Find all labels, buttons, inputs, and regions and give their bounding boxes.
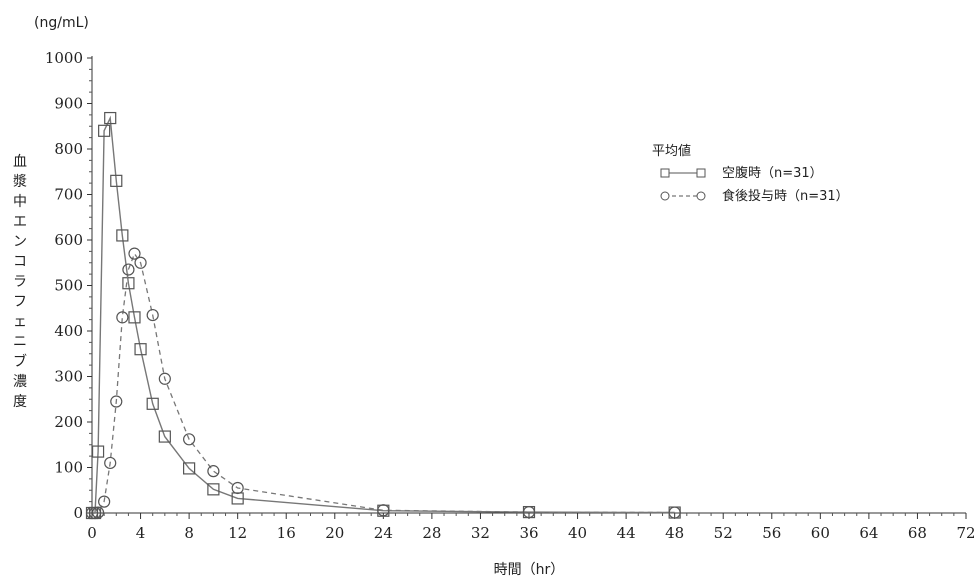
x-tick-label: 68: [908, 524, 927, 542]
x-tick-label: 24: [374, 524, 393, 542]
x-tick-label: 52: [714, 524, 733, 542]
y-tick-label: 0: [73, 504, 83, 522]
y-tick-label: 300: [54, 368, 83, 386]
x-tick-label: 4: [136, 524, 146, 542]
data-point-square: [158, 430, 171, 443]
data-point-square: [116, 229, 129, 242]
legend-title: 平均値: [652, 143, 691, 159]
data-point-square: [128, 311, 141, 324]
y-tick-label: 500: [54, 277, 83, 295]
data-point-circle: [128, 247, 141, 260]
x-tick-label: 40: [568, 524, 587, 542]
data-point-square: [122, 277, 135, 290]
data-point-circle: [104, 456, 117, 470]
data-point-square: [183, 462, 196, 475]
x-tick-label: 16: [277, 524, 296, 542]
y-tick-label: 400: [54, 322, 83, 340]
y-tick-label: 900: [54, 95, 83, 113]
y-tick-label: 200: [54, 413, 83, 431]
x-tick-label: 20: [325, 524, 344, 542]
series-line: [92, 252, 675, 514]
data-point-circle: [207, 465, 220, 478]
data-point-square: [104, 111, 117, 125]
data-point-circle: [98, 495, 111, 508]
data-point-circle: [231, 481, 244, 495]
y-tick-label: 800: [54, 140, 83, 158]
data-point-circle: [377, 504, 390, 517]
y-tick-label: 700: [54, 186, 83, 204]
series-fasted: [85, 111, 681, 520]
x-tick-label: 56: [762, 524, 781, 542]
data-point-circle: [146, 308, 159, 322]
x-tick-label: 0: [87, 524, 97, 542]
data-point-square: [98, 124, 111, 137]
x-tick-label: 72: [956, 524, 974, 542]
legend-label: 食後投与時（n=31）: [722, 188, 849, 204]
x-tick-label: 60: [811, 524, 830, 542]
series-fed: [85, 247, 681, 520]
y-tick-label: 1000: [45, 49, 83, 67]
x-tick-label: 12: [228, 524, 247, 542]
data-point-circle: [158, 372, 171, 385]
data-point-square: [207, 483, 220, 496]
data-point-circle: [522, 505, 536, 519]
data-point-circle: [122, 263, 135, 276]
data-point-circle: [85, 506, 99, 520]
x-tick-label: 36: [519, 524, 538, 542]
legend-item: 空腹時（n=31）: [660, 165, 823, 181]
data-point-circle: [134, 256, 147, 269]
data-point-circle: [110, 395, 123, 408]
data-point-circle: [183, 433, 196, 446]
x-axis-title: 時間（hr）: [494, 562, 565, 578]
legend-marker-square: [696, 168, 706, 178]
data-point-circle: [91, 506, 105, 519]
legend-item: 食後投与時（n=31）: [660, 188, 849, 204]
legend-marker-square: [660, 168, 670, 178]
y-tick-label: 600: [54, 231, 83, 249]
x-tick-label: 48: [665, 524, 684, 542]
data-point-circle: [116, 311, 129, 324]
y-tick-label: 100: [54, 459, 83, 477]
series-layer: [85, 111, 681, 520]
legend-marker-circle: [696, 191, 706, 201]
y-unit-label: (ng/mL): [34, 15, 89, 31]
legend-marker-circle: [660, 191, 670, 201]
data-point-square: [91, 445, 105, 458]
legend-label: 空腹時（n=31）: [722, 165, 823, 181]
data-point-circle: [668, 506, 681, 519]
series-line: [92, 115, 675, 514]
y-axis-title: 血漿中エンコラフェニブ濃度: [13, 154, 27, 410]
x-tick-label: 44: [617, 524, 636, 542]
x-tick-label: 32: [471, 524, 490, 542]
x-tick-label: 28: [422, 524, 441, 542]
data-point-square: [134, 343, 147, 356]
x-tick-label: 8: [184, 524, 194, 542]
data-point-square: [146, 397, 159, 410]
data-point-square: [110, 174, 123, 187]
x-tick-label: 64: [859, 524, 878, 542]
